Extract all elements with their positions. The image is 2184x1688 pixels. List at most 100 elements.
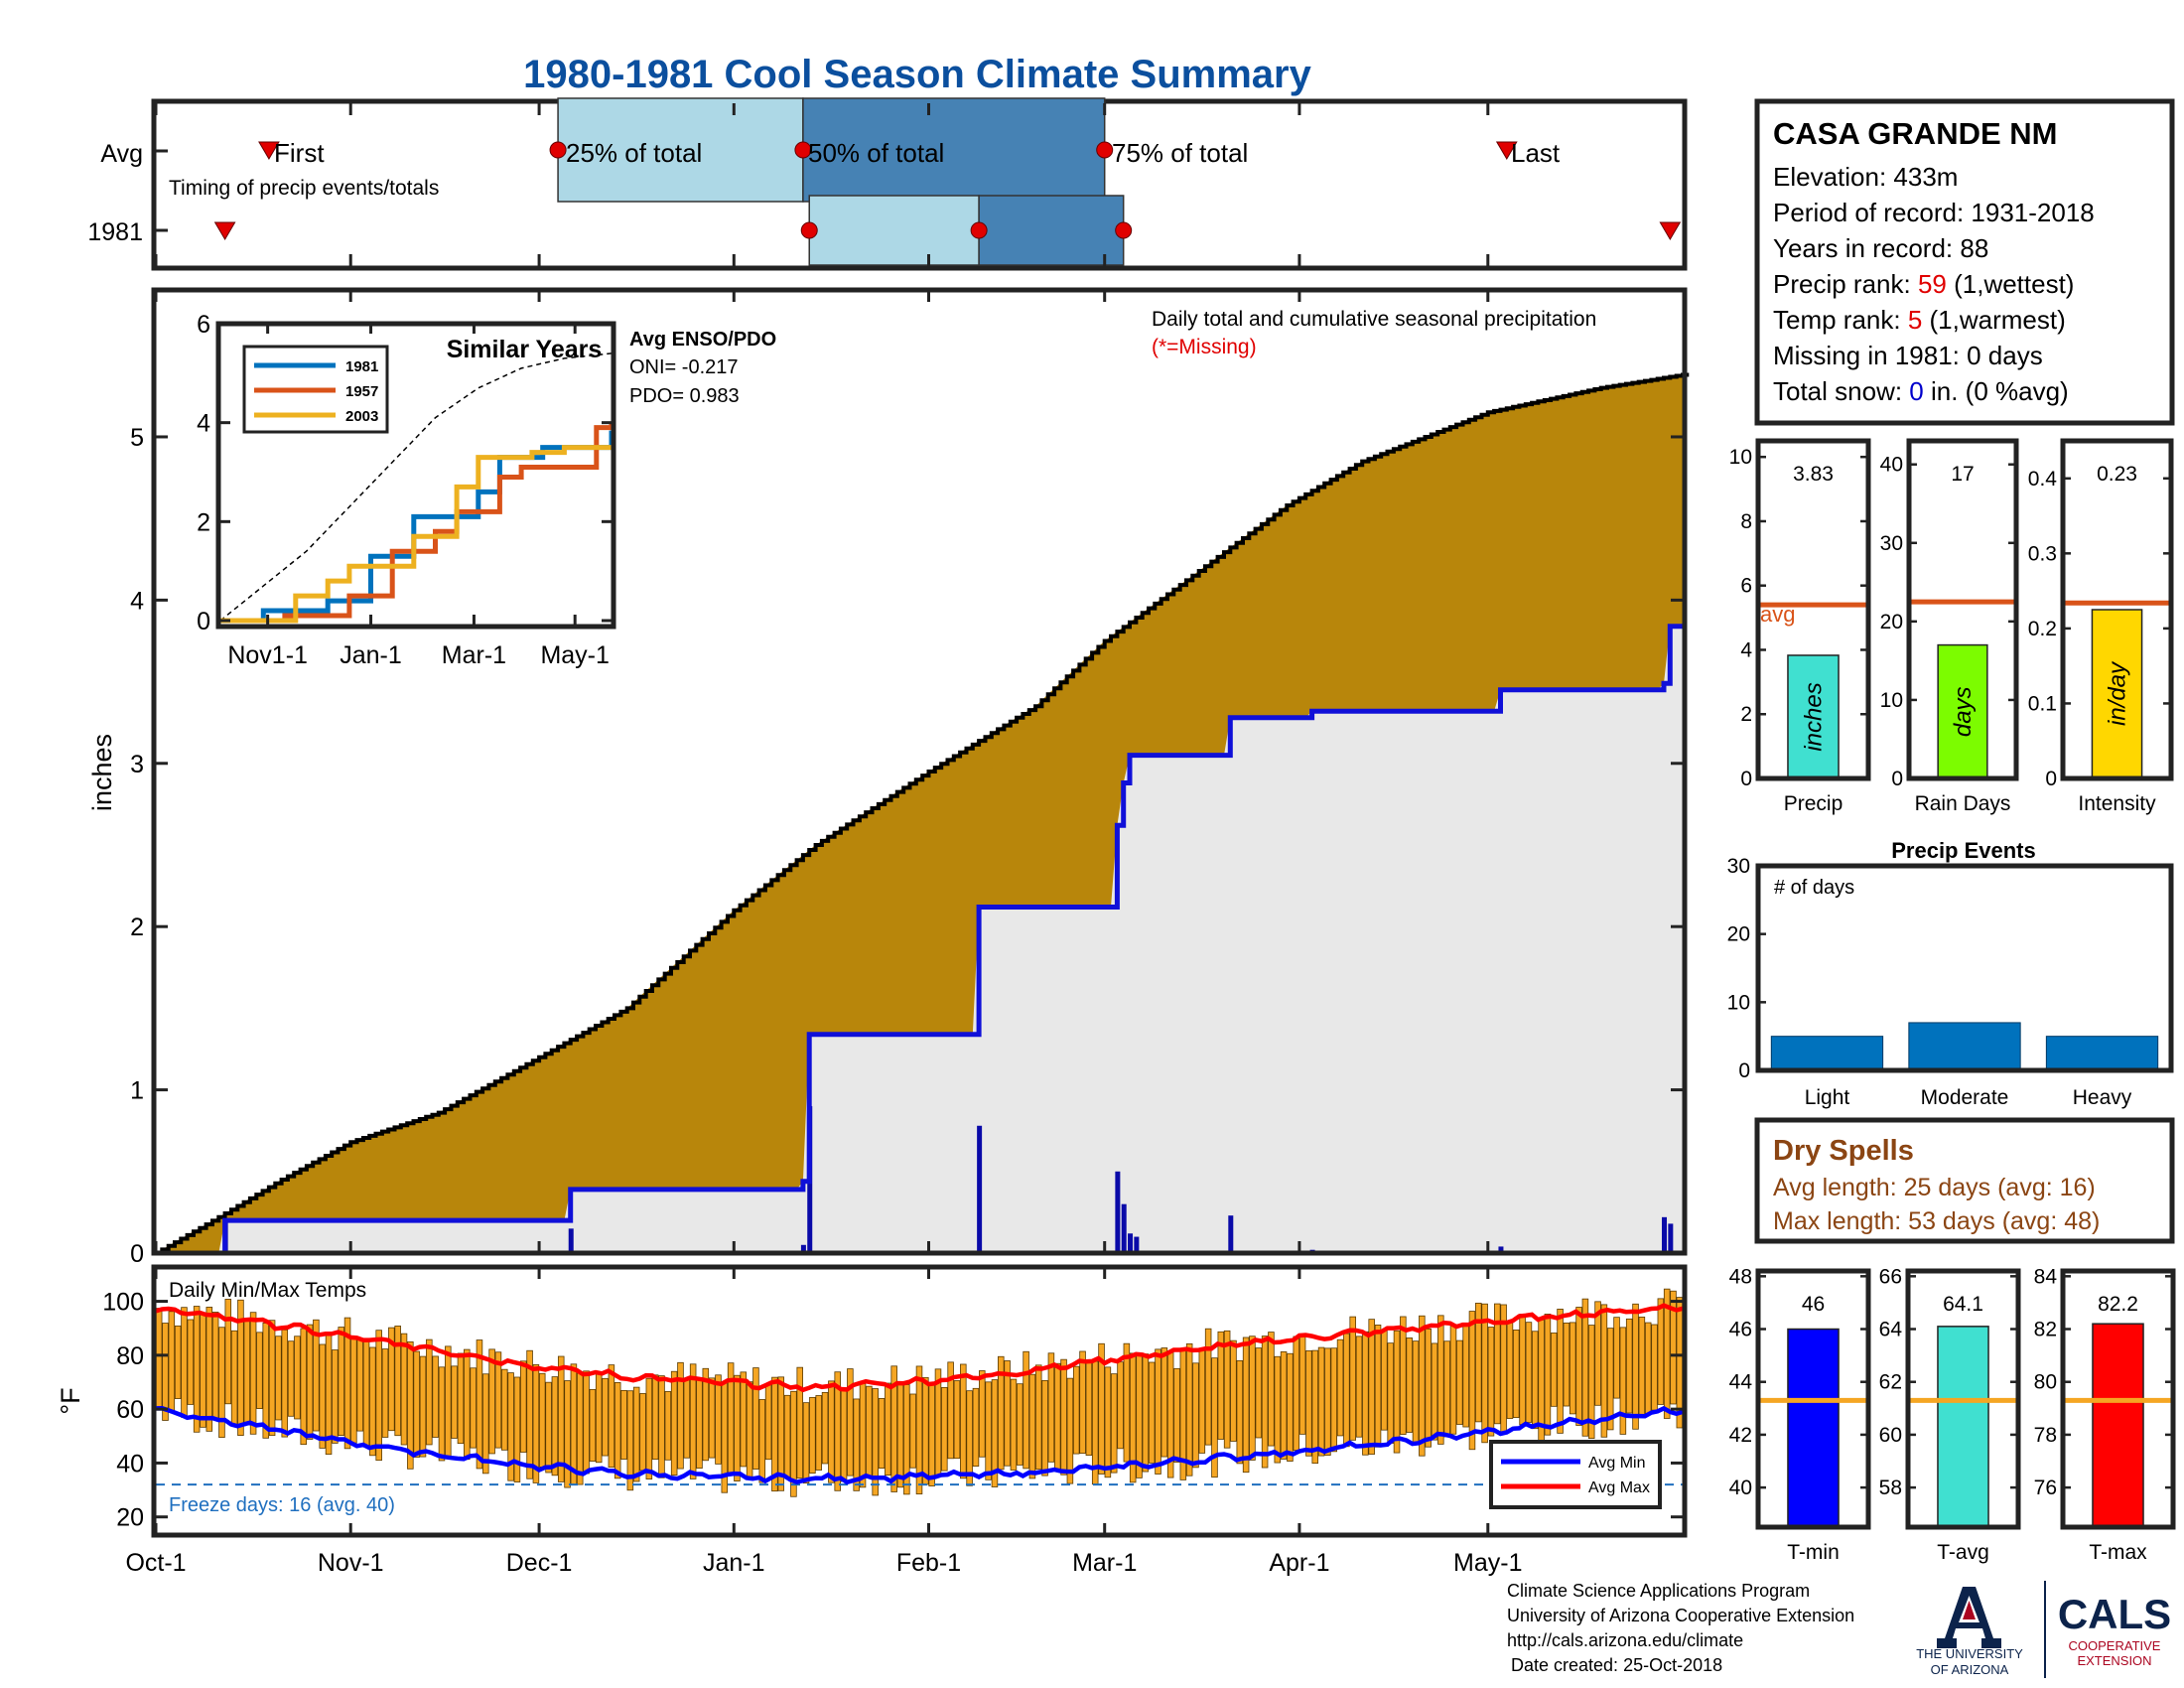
station-precip-rank: Precip rank: 59 (1,wettest) <box>1773 269 2074 299</box>
cumulative-1981-line <box>156 624 1686 1256</box>
daily-temp-bar <box>1142 1353 1150 1473</box>
timing-box-upper <box>978 195 1125 266</box>
timing-box-lower <box>557 97 804 203</box>
station-elevation: Elevation: 433m <box>1773 162 1958 192</box>
daily-temp-bar <box>1613 1317 1620 1399</box>
temp-tmax-tick-label: 84 <box>2034 1265 2058 1288</box>
daily-temp-bar <box>457 1352 465 1445</box>
daily-temp-bar <box>319 1343 326 1449</box>
daily-temp-bar <box>564 1380 571 1488</box>
intensity-tick-label: 0 <box>2045 768 2057 790</box>
daily-temp-bar <box>790 1390 797 1497</box>
station-frame <box>1754 98 2175 426</box>
temp-tmin-tick-label: 46 <box>1729 1319 1752 1341</box>
daily-temp-bar <box>1123 1342 1131 1463</box>
events-tick-label: 0 <box>1738 1059 1750 1082</box>
oni-value: ONI= -0.217 <box>629 356 739 378</box>
daily-temp-bar <box>1431 1342 1438 1441</box>
temp-tavg-frame <box>1905 1268 2021 1530</box>
daily-temp-bar <box>828 1380 835 1483</box>
daily-temp-bar <box>1557 1308 1564 1434</box>
daily-temp-bar <box>1343 1333 1350 1448</box>
daily-temp-bar <box>1550 1333 1558 1407</box>
temp-tmin-value-label: 46 <box>1802 1293 1825 1316</box>
daily-temp-bar <box>1644 1322 1652 1414</box>
daily-temp-bar <box>960 1363 967 1479</box>
timing-percentile-marker <box>800 221 818 239</box>
daily-temp-bar <box>1625 1318 1633 1414</box>
daily-temp-bar <box>193 1306 201 1433</box>
dry-spells-frame <box>1754 1117 2175 1244</box>
timing-p50-label: 50% of total <box>808 138 944 168</box>
daily-temp-bar <box>847 1368 854 1477</box>
daily-temp-bar <box>1632 1303 1639 1430</box>
daily-temp-bar <box>777 1376 785 1491</box>
daily-temp-bar <box>1594 1301 1601 1406</box>
daily-temp-bar <box>752 1367 759 1470</box>
daily-precip-bar <box>1115 1171 1121 1253</box>
x-axis-tick-label: Dec-1 <box>506 1549 573 1577</box>
timing-percentile-marker <box>1115 221 1133 239</box>
daily-temp-bar <box>1034 1364 1042 1471</box>
daily-temp-bar <box>1544 1313 1552 1436</box>
temp-tavg-tick-label: 62 <box>1879 1371 1902 1394</box>
daily-temp-bar <box>953 1380 961 1460</box>
footer-line-3: http://cals.arizona.edu/climate <box>1507 1630 1743 1650</box>
precip-tick-label: 2 <box>1740 703 1752 726</box>
daily-temp-bar <box>362 1338 370 1448</box>
daily-temp-bar <box>445 1345 452 1460</box>
x-axis-tick-label: Feb-1 <box>896 1549 961 1577</box>
daily-temp-bar <box>632 1386 640 1482</box>
daily-temp-bar <box>262 1323 270 1439</box>
daily-temp-bar <box>677 1361 684 1470</box>
x-axis-labels: Oct-1 Nov-1 Dec-1 Jan-1 Feb-1 Mar-1 Apr-1 May-1 <box>125 1549 1522 1577</box>
daily-temp-bar <box>432 1355 439 1438</box>
daily-precip-bar <box>977 1125 983 1253</box>
daily-temp-bar <box>1293 1336 1300 1451</box>
daily-temp-bar <box>187 1319 195 1405</box>
events-bar <box>1770 1036 1884 1071</box>
daily-temp-bar <box>909 1393 916 1469</box>
temp-tmax-tick-label: 76 <box>2034 1477 2057 1499</box>
daily-temp-bar <box>551 1376 559 1477</box>
temps-legend-box <box>1489 1440 1662 1509</box>
daily-precip-bar <box>1128 1233 1134 1253</box>
avg-cumulative-line <box>156 372 1690 1255</box>
daily-temp-bar <box>1563 1322 1570 1407</box>
daily-temp-bar <box>941 1386 948 1472</box>
daily-temp-bar <box>1400 1316 1407 1435</box>
daily-temp-bar <box>802 1402 810 1484</box>
main-y-tick-label: 2 <box>130 914 144 941</box>
footer-line-1: Climate Science Applications Program <box>1507 1581 1810 1601</box>
dry-spells-max: Max length: 53 days (avg: 48) <box>1773 1207 2100 1235</box>
temp-tavg-value-label: 64.1 <box>1943 1293 1983 1316</box>
events-frame <box>1755 863 2174 1073</box>
temp-tmax-tick-label: 78 <box>2034 1424 2057 1447</box>
timing-marks <box>154 97 1682 266</box>
events-category-label: Moderate <box>1921 1086 2009 1109</box>
daily-temp-bar <box>224 1299 232 1405</box>
daily-temp-bar <box>394 1326 401 1437</box>
daily-temp-bar <box>400 1333 408 1446</box>
daily-temp-bar <box>1192 1362 1199 1469</box>
footer-line-4: Date created: 25-Oct-2018 <box>1511 1655 1722 1675</box>
daily-temp-bar <box>1657 1298 1665 1405</box>
daily-temp-bar <box>1419 1315 1426 1457</box>
inset-legend-label: 1957 <box>345 383 378 400</box>
daily-temp-bar <box>689 1363 697 1479</box>
timing-panel: Avg 1981 Timing of precip events/totals … <box>87 97 1688 271</box>
station-temp-rank: Temp rank: 5 (1,warmest) <box>1773 305 2066 335</box>
daily-temp-bar <box>1028 1373 1036 1479</box>
temp-tavg-tick-label: 64 <box>1879 1319 1903 1341</box>
rain-days-tick-label: 40 <box>1880 454 1903 477</box>
daily-temp-bar <box>1280 1350 1288 1460</box>
timing-caption: Timing of precip events/totals <box>169 177 439 200</box>
x-axis-tick-label: May-1 <box>1453 1549 1522 1577</box>
daily-temp-bar <box>451 1365 458 1439</box>
temps-y-tick-label: 60 <box>116 1396 144 1424</box>
rain-days-tick-label: 30 <box>1880 532 1903 555</box>
daily-temp-bar <box>538 1372 546 1468</box>
daily-precip-bar <box>1668 1223 1674 1253</box>
